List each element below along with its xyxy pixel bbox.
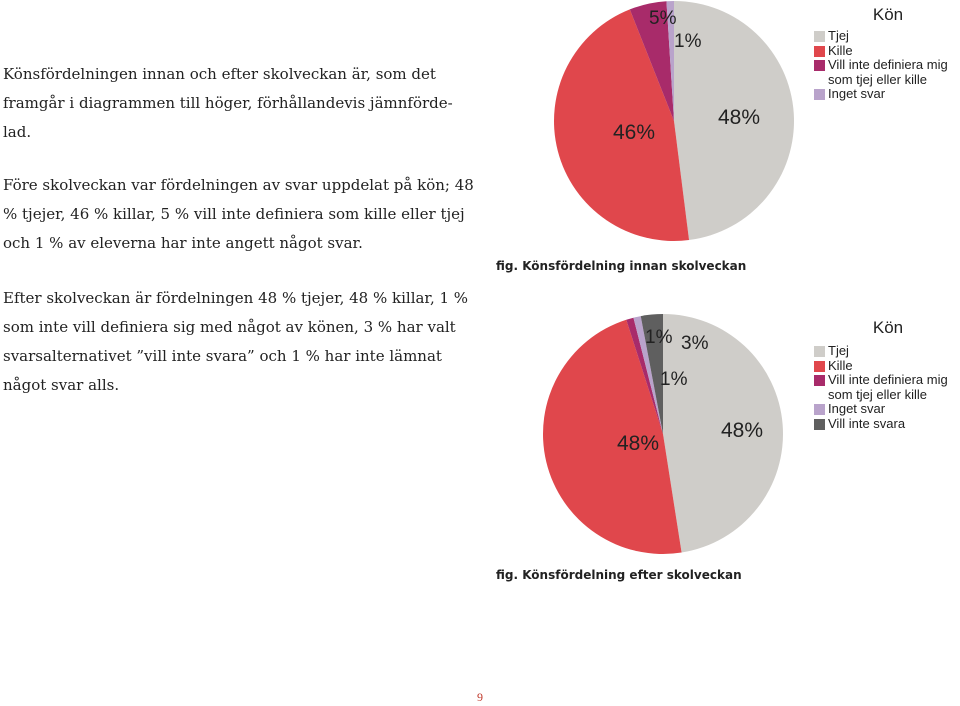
slice-label: 1% xyxy=(674,31,702,52)
legend-label: Vill inte definiera mig som tjej eller k… xyxy=(828,57,948,87)
slice-label: 46% xyxy=(613,121,655,144)
pie-slice xyxy=(663,314,783,553)
slice-label: 1% xyxy=(645,327,673,348)
legend-item: Tjej xyxy=(812,28,960,44)
before-paragraph: Före skolveckan var fördelningen av svar… xyxy=(3,176,474,252)
pie-slice xyxy=(633,316,663,434)
legend-item: Vill inte definiera mig som tjej eller k… xyxy=(812,372,960,402)
legend-swatch xyxy=(814,45,825,57)
legend-before: Kön Tjej Kille Vill inte definiera mig s… xyxy=(812,5,960,102)
pie-slice xyxy=(543,319,682,554)
legend-label: Kille xyxy=(828,42,853,58)
slice-label: 48% xyxy=(721,419,763,442)
legend-item: Tjej xyxy=(812,343,960,359)
legend-item: Inget svar xyxy=(812,401,960,417)
legend-label: Tjej xyxy=(828,343,849,358)
legend-swatch xyxy=(814,60,825,71)
legend-title: Kön xyxy=(872,5,904,24)
legend-swatch xyxy=(814,31,825,42)
slice-label: 48% xyxy=(617,432,659,455)
legend-swatch xyxy=(814,404,825,415)
legend-label: Vill inte svara xyxy=(828,415,906,431)
legend-label: Inget svar xyxy=(828,401,886,416)
chart-caption-before: fig. Könsfördelning innan skolveckan xyxy=(496,259,747,273)
after-paragraph: Efter skolveckan är fördelningen 48 % tj… xyxy=(3,289,469,394)
legend-label: Tjej xyxy=(828,28,849,43)
legend-after: Kön Tjej Kille Vill inte definiera mig s… xyxy=(812,318,960,431)
pie-slice xyxy=(640,314,663,434)
legend-swatch xyxy=(814,346,825,357)
legend-swatch xyxy=(814,360,825,372)
legend-label: Kille xyxy=(828,357,853,373)
chart-caption-after: fig. Könsfördelning efter skolveckan xyxy=(496,568,742,582)
legend-swatch xyxy=(814,375,825,386)
pie-slice xyxy=(626,317,663,434)
legend-label: Inget svar xyxy=(828,86,886,101)
slice-label: 3% xyxy=(681,333,709,354)
pie-slice xyxy=(554,9,690,241)
legend-item: Vill inte definiera mig som tjej eller k… xyxy=(812,57,960,87)
legend-item: Kille xyxy=(812,42,960,59)
intro-paragraph: Könsfördelningen innan och efter skolvec… xyxy=(3,65,453,141)
page-number: 9 xyxy=(477,690,483,704)
pie-chart-before: 48% 46% 5%1% xyxy=(554,1,795,241)
pie-slice xyxy=(629,1,674,121)
legend-label: Vill inte definiera mig som tjej eller k… xyxy=(828,372,948,402)
legend-swatch xyxy=(814,418,825,430)
legend-title: Kön xyxy=(872,318,904,337)
slice-label: 1% xyxy=(660,369,688,390)
legend-item: Inget svar xyxy=(812,86,960,102)
pie-chart-after: 48% 48% 1% 1% 3% xyxy=(543,314,783,554)
legend-item: Vill inte svara xyxy=(812,415,960,432)
slice-label: 5% xyxy=(649,8,677,29)
legend-swatch xyxy=(814,89,825,100)
slice-label: 48% xyxy=(718,106,760,129)
pie-slice xyxy=(674,1,795,241)
pie-slice xyxy=(666,1,674,121)
legend-item: Kille xyxy=(812,357,960,374)
